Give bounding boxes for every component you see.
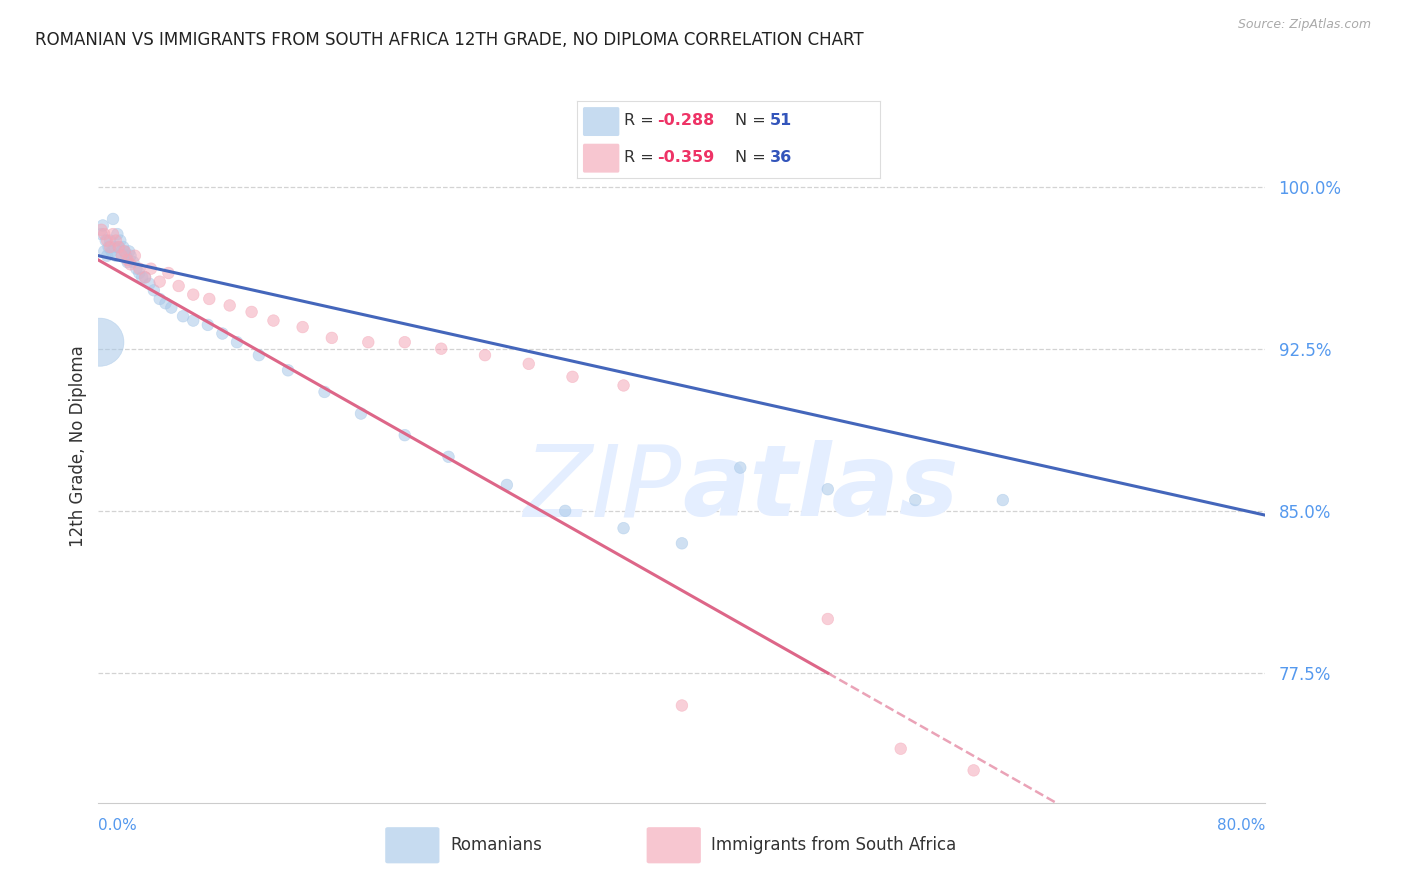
Point — [134, 270, 156, 285]
Point — [122, 255, 145, 269]
Point — [138, 277, 160, 291]
Point — [430, 342, 453, 356]
Point — [108, 240, 131, 254]
Point — [98, 240, 121, 254]
Point — [181, 313, 204, 327]
Point — [124, 249, 146, 263]
Point — [197, 318, 219, 332]
Point — [125, 261, 148, 276]
Point — [117, 253, 139, 268]
Point — [394, 428, 416, 442]
Point — [94, 234, 117, 248]
Point — [904, 493, 927, 508]
Point — [104, 249, 127, 263]
Point — [314, 384, 336, 399]
Point — [730, 460, 752, 475]
Point — [291, 320, 314, 334]
Text: 80.0%: 80.0% — [1218, 818, 1265, 832]
Point — [612, 378, 634, 392]
Point — [93, 244, 115, 259]
Point — [139, 261, 162, 276]
Point — [962, 764, 984, 778]
Point — [101, 211, 124, 226]
Point — [172, 310, 194, 324]
Point — [96, 234, 118, 248]
Point — [98, 234, 121, 248]
Point — [671, 536, 693, 550]
Point — [112, 240, 135, 254]
Point — [118, 244, 141, 259]
Point — [155, 296, 177, 310]
Point — [111, 249, 134, 263]
Point — [437, 450, 460, 464]
Text: atlas: atlas — [682, 441, 959, 537]
Point — [103, 240, 125, 254]
Point — [817, 482, 839, 496]
Point — [134, 270, 156, 285]
Point — [131, 270, 153, 285]
Point — [110, 234, 132, 248]
Point — [612, 521, 634, 535]
Point — [114, 244, 136, 259]
Point — [167, 279, 190, 293]
Point — [90, 223, 112, 237]
Point — [496, 478, 519, 492]
Point — [101, 227, 124, 241]
Point — [262, 313, 284, 327]
Point — [554, 504, 576, 518]
Point — [117, 255, 139, 269]
Point — [149, 292, 172, 306]
Point — [517, 357, 540, 371]
Y-axis label: 12th Grade, No Diploma: 12th Grade, No Diploma — [69, 345, 87, 547]
Point — [90, 227, 112, 241]
Point — [91, 219, 114, 233]
Point — [247, 348, 270, 362]
Point — [108, 240, 131, 254]
Point — [277, 363, 299, 377]
Point — [218, 298, 240, 312]
Point — [96, 249, 118, 263]
Text: 0.0%: 0.0% — [98, 818, 138, 832]
Point — [240, 305, 263, 319]
Point — [100, 244, 122, 259]
Text: Source: ZipAtlas.com: Source: ZipAtlas.com — [1237, 18, 1371, 31]
Point — [991, 493, 1014, 508]
Point — [198, 292, 221, 306]
Point — [890, 741, 912, 756]
Point — [357, 335, 380, 350]
Point — [97, 240, 120, 254]
Point — [211, 326, 233, 341]
Point — [671, 698, 693, 713]
Text: ZIP: ZIP — [523, 441, 682, 537]
Point — [142, 283, 165, 297]
Point — [321, 331, 343, 345]
Point — [160, 301, 183, 315]
Point — [157, 266, 180, 280]
Text: ROMANIAN VS IMMIGRANTS FROM SOUTH AFRICA 12TH GRADE, NO DIPLOMA CORRELATION CHAR: ROMANIAN VS IMMIGRANTS FROM SOUTH AFRICA… — [35, 31, 863, 49]
Point — [128, 266, 150, 280]
Point — [120, 249, 142, 263]
Point — [105, 227, 128, 241]
Point — [817, 612, 839, 626]
Point — [93, 227, 115, 241]
Point — [89, 335, 111, 350]
Point — [115, 249, 138, 263]
Point — [350, 407, 373, 421]
Point — [181, 287, 204, 301]
Point — [120, 257, 142, 271]
Point — [474, 348, 496, 362]
Point — [104, 234, 127, 248]
Point — [128, 261, 150, 276]
Point — [111, 249, 134, 263]
Point — [149, 275, 172, 289]
Point — [394, 335, 416, 350]
Point — [114, 244, 136, 259]
Point — [561, 369, 583, 384]
Point — [226, 335, 249, 350]
